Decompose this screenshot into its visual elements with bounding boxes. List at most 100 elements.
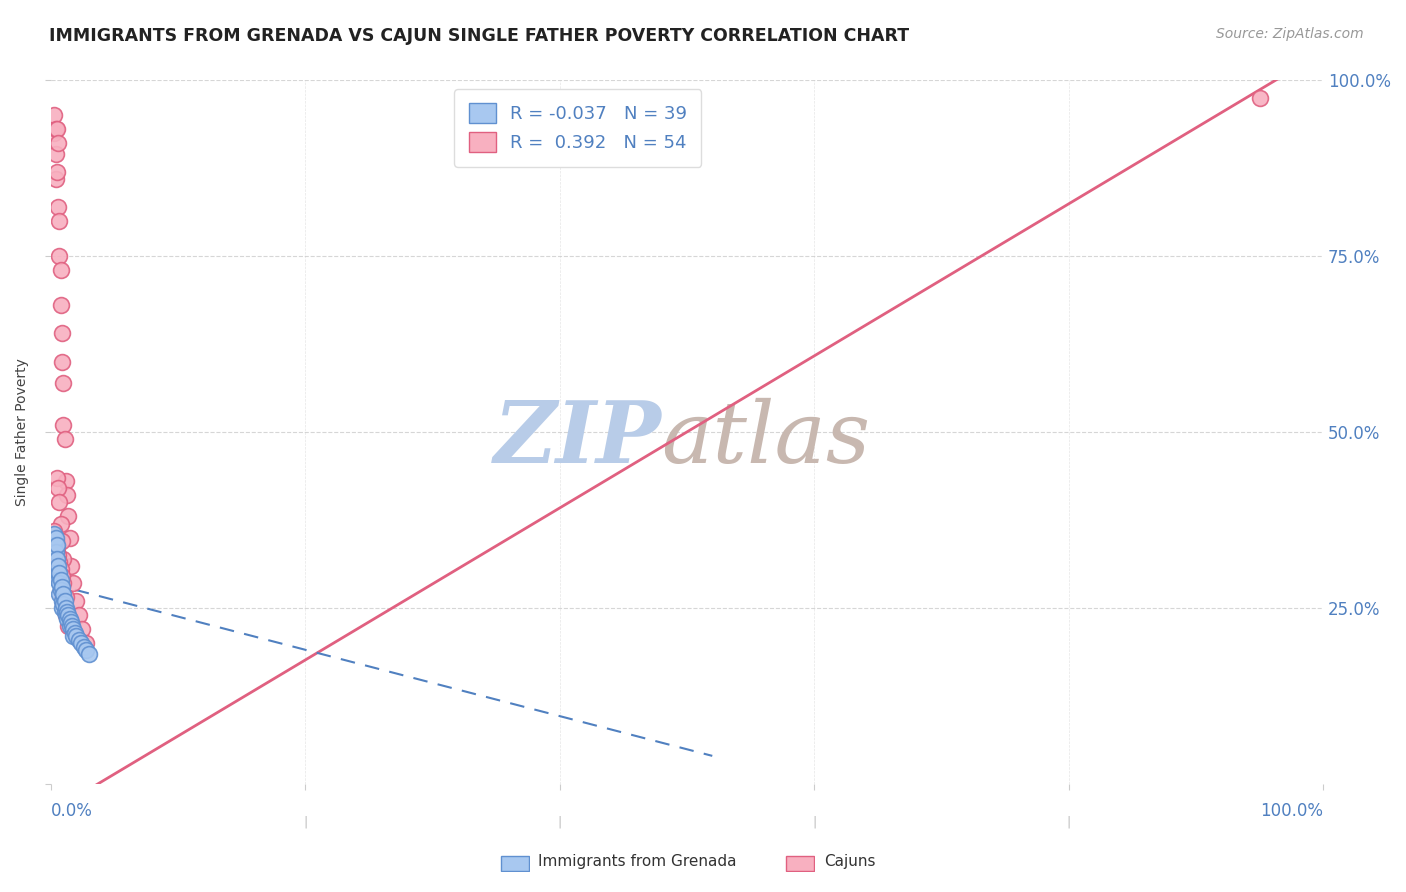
Point bbox=[65, 629, 87, 643]
Text: |: | bbox=[813, 815, 817, 829]
Point bbox=[52, 598, 75, 612]
Point bbox=[51, 601, 73, 615]
Point bbox=[45, 164, 67, 178]
Text: atlas: atlas bbox=[661, 398, 870, 481]
Point bbox=[53, 594, 76, 608]
Point bbox=[52, 587, 75, 601]
Point bbox=[48, 566, 70, 580]
Point bbox=[45, 551, 67, 566]
Point bbox=[45, 471, 67, 485]
Point bbox=[45, 566, 67, 580]
Point bbox=[45, 147, 67, 161]
Point bbox=[72, 640, 94, 654]
Text: Source: ZipAtlas.com: Source: ZipAtlas.com bbox=[1216, 27, 1364, 41]
Point bbox=[45, 544, 67, 558]
Point bbox=[44, 108, 66, 122]
Point bbox=[46, 562, 69, 576]
Point bbox=[46, 200, 69, 214]
Point bbox=[51, 580, 73, 594]
Bar bbox=[501, 856, 529, 871]
Point bbox=[77, 647, 100, 661]
Point bbox=[67, 608, 90, 623]
Point bbox=[45, 544, 67, 558]
Point bbox=[46, 136, 69, 151]
Point bbox=[46, 573, 69, 587]
Point bbox=[51, 594, 73, 608]
Point bbox=[45, 122, 67, 136]
Point bbox=[46, 558, 69, 573]
Point bbox=[51, 354, 73, 368]
Point bbox=[58, 509, 80, 524]
Point bbox=[48, 576, 70, 591]
Point bbox=[63, 625, 86, 640]
Point bbox=[70, 636, 93, 650]
Legend: R = -0.037   N = 39, R =  0.392   N = 54: R = -0.037 N = 39, R = 0.392 N = 54 bbox=[454, 89, 702, 167]
Point bbox=[44, 534, 66, 549]
Point bbox=[59, 615, 82, 629]
Point bbox=[49, 298, 72, 312]
Text: 0.0%: 0.0% bbox=[51, 802, 93, 820]
Point bbox=[55, 608, 77, 623]
Text: 100.0%: 100.0% bbox=[1260, 802, 1323, 820]
Point bbox=[51, 569, 73, 583]
Point bbox=[62, 622, 84, 636]
Point bbox=[49, 583, 72, 598]
Point bbox=[53, 605, 76, 619]
Point bbox=[45, 534, 67, 549]
Point bbox=[1249, 90, 1271, 104]
Point bbox=[49, 583, 72, 598]
Point bbox=[45, 171, 67, 186]
Point bbox=[55, 475, 77, 489]
Point bbox=[46, 481, 69, 495]
Point bbox=[56, 611, 79, 625]
Point bbox=[45, 531, 67, 545]
Point bbox=[59, 531, 82, 545]
Bar bbox=[786, 856, 814, 871]
Point bbox=[52, 598, 75, 612]
Text: Immigrants from Grenada: Immigrants from Grenada bbox=[538, 855, 737, 869]
Text: |: | bbox=[302, 815, 307, 829]
Point bbox=[60, 618, 83, 632]
Point bbox=[48, 555, 70, 569]
Point bbox=[65, 594, 87, 608]
Point bbox=[44, 527, 66, 541]
Point bbox=[59, 611, 82, 625]
Point bbox=[48, 214, 70, 228]
Point bbox=[52, 551, 75, 566]
Point bbox=[75, 636, 97, 650]
Point bbox=[52, 576, 75, 591]
Point bbox=[44, 538, 66, 552]
Point bbox=[52, 376, 75, 390]
Text: Cajuns: Cajuns bbox=[824, 855, 876, 869]
Point bbox=[49, 263, 72, 277]
Text: |: | bbox=[1067, 815, 1071, 829]
Point bbox=[62, 629, 84, 643]
Point bbox=[56, 488, 79, 502]
Y-axis label: Single Father Poverty: Single Father Poverty bbox=[15, 358, 30, 506]
Text: |: | bbox=[557, 815, 562, 829]
Text: IMMIGRANTS FROM GRENADA VS CAJUN SINGLE FATHER POVERTY CORRELATION CHART: IMMIGRANTS FROM GRENADA VS CAJUN SINGLE … bbox=[49, 27, 910, 45]
Point bbox=[51, 534, 73, 549]
Point bbox=[48, 249, 70, 263]
Point bbox=[49, 562, 72, 576]
Point bbox=[48, 495, 70, 509]
Point bbox=[67, 632, 90, 647]
Point bbox=[53, 432, 76, 446]
Point bbox=[51, 326, 73, 341]
Point bbox=[75, 643, 97, 657]
Point bbox=[59, 558, 82, 573]
Point bbox=[44, 126, 66, 140]
Point bbox=[55, 608, 77, 623]
Point bbox=[62, 576, 84, 591]
Point bbox=[51, 591, 73, 605]
Point bbox=[55, 591, 77, 605]
Text: ZIP: ZIP bbox=[494, 397, 661, 481]
Point bbox=[48, 587, 70, 601]
Point bbox=[45, 551, 67, 566]
Point bbox=[52, 417, 75, 432]
Point bbox=[49, 516, 72, 531]
Point bbox=[49, 573, 72, 587]
Point bbox=[56, 605, 79, 619]
Point bbox=[58, 608, 80, 623]
Point bbox=[58, 618, 80, 632]
